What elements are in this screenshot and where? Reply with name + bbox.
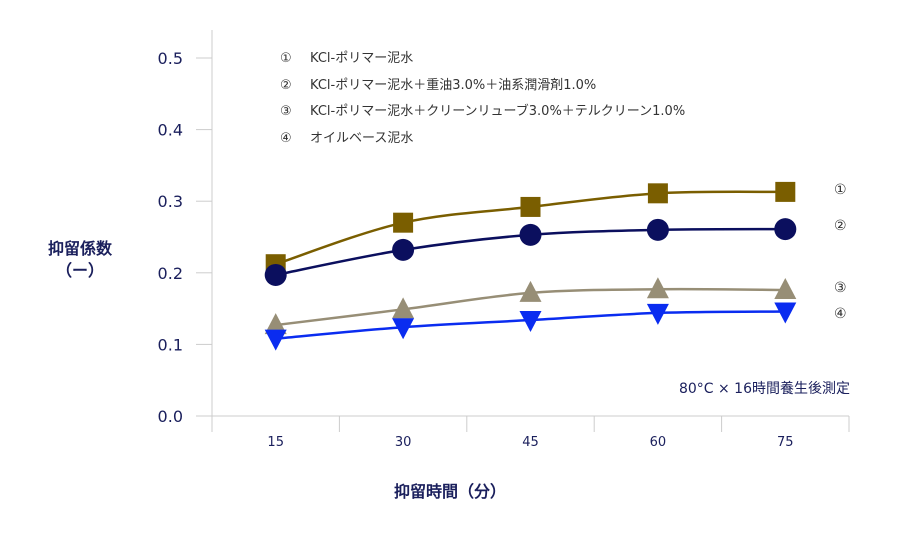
data-point-triangle-up <box>774 277 797 299</box>
series-end-label: ④ <box>834 306 847 322</box>
data-point-square <box>393 212 414 233</box>
legend: ① KCl-ポリマー泥水 ② KCl-ポリマー泥水＋重油3.0%＋油系潤滑剤1.0%… <box>280 46 685 152</box>
legend-number: ③ <box>280 104 292 119</box>
y-axis-label: 抑留係数 （ー） <box>40 238 120 282</box>
data-point-triangle-down <box>646 303 669 325</box>
legend-text: KCl-ポリマー泥水＋クリーンリューブ3.0%＋テルクリーン1.0% <box>310 104 686 119</box>
data-point-circle <box>774 218 797 241</box>
data-point-triangle-up <box>646 277 669 299</box>
legend-text: KCl-ポリマー泥水＋重油3.0%＋油系潤滑剤1.0% <box>310 77 597 93</box>
x-axis-label: 抑留時間（分） <box>393 482 506 501</box>
series-end-label: ② <box>834 218 847 234</box>
x-tick-label: 45 <box>522 435 539 450</box>
data-point-triangle-up <box>392 297 415 319</box>
y-tick-label: 0.0 <box>158 407 183 426</box>
y-tick-label: 0.4 <box>158 121 183 140</box>
data-point-triangle-down <box>519 311 542 333</box>
x-tick-label: 15 <box>267 435 284 450</box>
y-axis-label-line2: （ー） <box>55 261 104 280</box>
data-point-square <box>647 183 668 204</box>
y-tick-label: 0.3 <box>158 192 183 211</box>
data-point-triangle-up <box>519 280 542 302</box>
legend-item: ④ オイルベース泥水 <box>280 126 685 153</box>
legend-number: ④ <box>280 130 292 146</box>
y-tick-label: 0.2 <box>158 264 183 283</box>
x-tick-label: 75 <box>777 435 794 450</box>
legend-number: ② <box>280 77 292 93</box>
legend-text: オイルベース泥水 <box>310 130 414 146</box>
data-point-triangle-down <box>392 318 415 340</box>
data-point-circle <box>519 223 542 246</box>
data-point-square <box>520 196 541 217</box>
legend-item: ③ KCl-ポリマー泥水＋クリーンリューブ3.0%＋テルクリーン1.0% <box>280 99 685 126</box>
legend-text: KCl-ポリマー泥水 <box>310 51 414 66</box>
legend-number: ① <box>280 51 292 66</box>
x-tick-label: 60 <box>650 435 667 450</box>
y-tick-label: 0.5 <box>158 49 183 68</box>
data-point-square <box>775 181 796 202</box>
series-end-label: ③ <box>834 280 847 296</box>
data-point-triangle-up <box>264 313 287 335</box>
data-point-circle <box>646 218 669 241</box>
y-axis-label-line1: 抑留係数 <box>47 239 112 258</box>
x-tick-label: 30 <box>395 435 412 450</box>
legend-item: ① KCl-ポリマー泥水 <box>280 46 685 73</box>
data-point-triangle-down <box>774 302 797 324</box>
annotation: 80°C × 16時間養生後測定 <box>678 381 850 397</box>
series-end-label: ① <box>834 182 847 198</box>
data-point-circle <box>392 238 415 261</box>
data-point-triangle-down <box>264 329 287 351</box>
y-tick-label: 0.1 <box>158 335 183 354</box>
legend-item: ② KCl-ポリマー泥水＋重油3.0%＋油系潤滑剤1.0% <box>280 73 685 100</box>
data-point-circle <box>264 263 287 286</box>
